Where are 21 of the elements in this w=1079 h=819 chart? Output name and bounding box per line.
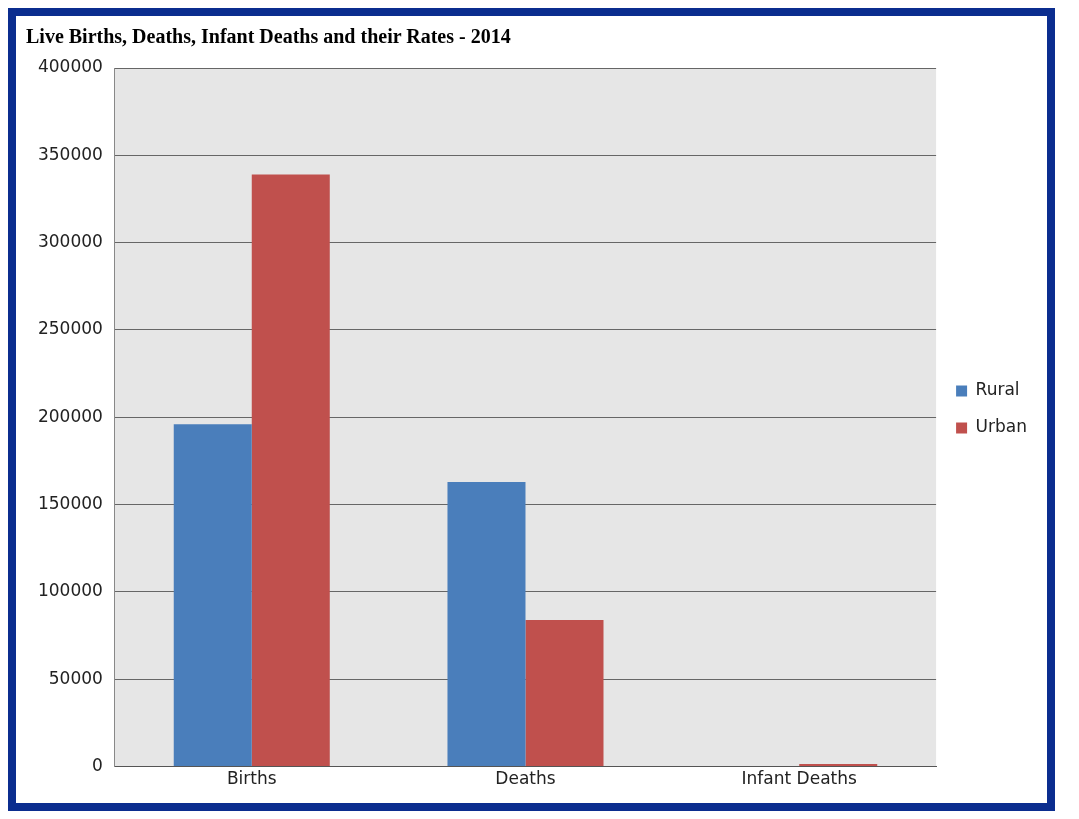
y-tick-label: 150000 — [37, 493, 103, 514]
y-tick-label: 300000 — [37, 231, 103, 252]
x-tick-label: Infant Deaths — [741, 768, 857, 789]
bar — [447, 481, 526, 767]
y-tick-label: 400000 — [37, 56, 103, 77]
bar — [173, 424, 252, 767]
x-tick-label: Births — [226, 768, 277, 789]
bar — [525, 619, 604, 767]
bar — [251, 174, 330, 767]
y-tick-label: 350000 — [37, 143, 103, 164]
legend-label: Rural — [975, 379, 1020, 400]
page-frame: Rural Urban Live Births, Deaths, Infant Deaths and their Rates - 2014 Births Deaths Infant Deaths 0 50000 100000 150000 200000 250000 300000 350000 400000 — [8, 8, 1055, 811]
bar — [799, 763, 878, 767]
chart-title: Live Births, Deaths, Infant Deaths and their Rates - 2014 — [26, 25, 511, 48]
y-tick-label: 50000 — [48, 667, 103, 688]
x-tick-label: Deaths — [495, 768, 556, 789]
y-tick-label: 250000 — [37, 318, 103, 339]
y-tick-label: 200000 — [37, 405, 103, 426]
legend-label: Urban — [975, 416, 1028, 437]
y-tick-label: 100000 — [37, 580, 103, 601]
y-tick-label: 0 — [92, 755, 103, 776]
